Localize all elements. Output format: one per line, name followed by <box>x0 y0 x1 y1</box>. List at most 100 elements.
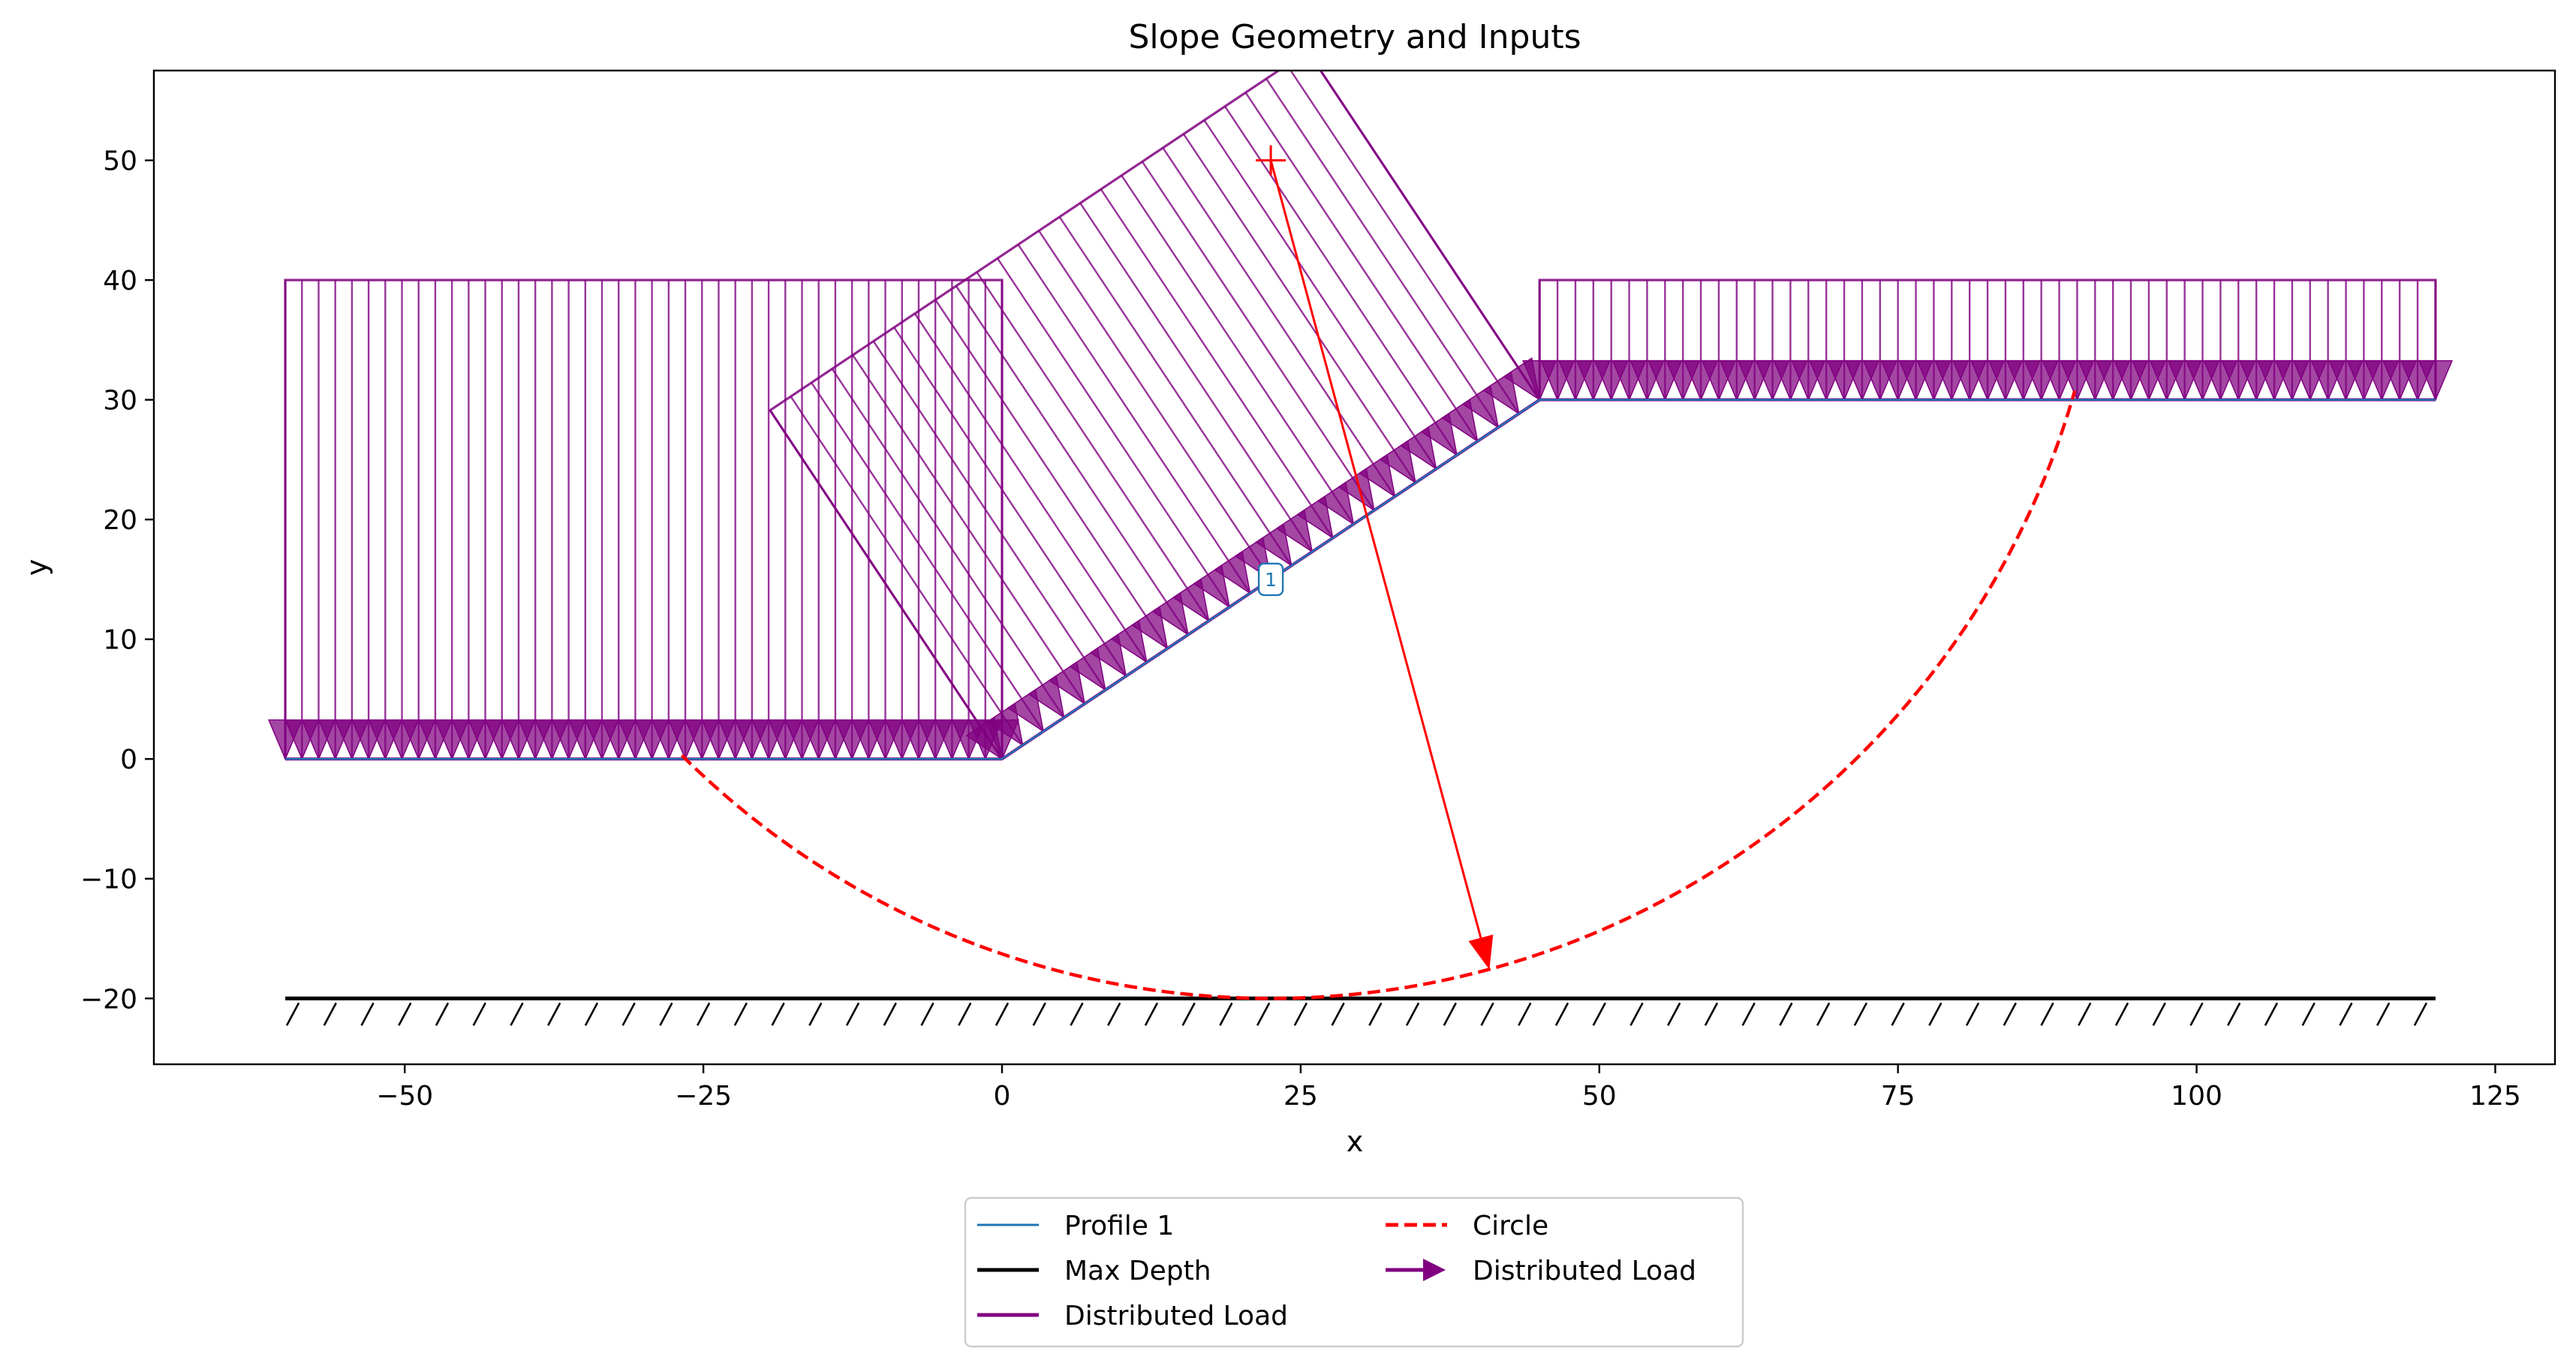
max-depth-hatch <box>1704 1002 1719 1026</box>
load-arrow-head <box>1007 688 1045 733</box>
load-arrow-head <box>1296 495 1334 540</box>
max-depth-hatch <box>2189 1002 2204 1026</box>
load-arrow-shaft <box>1265 78 1500 429</box>
load-arrow-shaft <box>790 396 1024 746</box>
load-arrow-head <box>1399 426 1437 471</box>
load-arrow-shaft <box>1038 230 1272 580</box>
load-arrow-shaft <box>1079 202 1314 552</box>
max-depth-hatch <box>920 1002 934 1026</box>
y-tick-label: 30 <box>103 386 137 417</box>
load-arrow-head <box>1028 675 1065 719</box>
max-depth-hatch <box>547 1002 561 1026</box>
y-tick-label: 10 <box>103 625 137 656</box>
distributed-load-2 <box>768 71 1541 760</box>
x-tick-label: 75 <box>1881 1081 1915 1112</box>
x-tick-label: 25 <box>1283 1081 1318 1112</box>
max-depth-hatch <box>1928 1002 1943 1026</box>
load-arrow-head <box>1130 606 1169 650</box>
max-depth-hatch <box>323 1002 337 1026</box>
circle-radius-arrowhead <box>1468 934 1494 970</box>
load-arrow-head <box>1379 440 1416 484</box>
legend-box <box>964 1196 1744 1348</box>
x-axis-label: x <box>1347 1125 1364 1158</box>
max-depth-hatch <box>472 1002 486 1026</box>
legend-entry-label: Circle <box>1473 1211 1548 1241</box>
chart-title: Slope Geometry and Inputs <box>1128 18 1581 56</box>
profile-label-box <box>1257 562 1284 597</box>
load-arrow-shaft <box>913 313 1148 663</box>
legend-swatch-arrowhead <box>1423 1259 1446 1281</box>
load-arrow-head <box>965 716 1004 760</box>
max-depth-hatch <box>1816 1002 1831 1026</box>
max-depth-hatch <box>2339 1002 2353 1026</box>
x-tick-label: −25 <box>675 1081 732 1112</box>
max-depth-hatch <box>1070 1002 1084 1026</box>
y-axis-label: y <box>20 559 53 576</box>
load-arrow-shaft <box>1100 188 1334 539</box>
max-depth-hatch <box>2114 1002 2129 1026</box>
load-arrow-shaft <box>997 257 1230 608</box>
max-depth-hatch <box>1405 1002 1420 1026</box>
max-depth-hatch <box>2413 1002 2427 1026</box>
load-arrow-head <box>1151 591 1189 636</box>
max-depth-hatch <box>621 1002 636 1026</box>
max-depth <box>285 996 2436 1026</box>
load-arrow-shaft <box>831 368 1065 718</box>
load-arrow-head <box>1089 633 1127 678</box>
axis-ticks: −50 −25 0 25 50 75 100 125 −20 −10 0 10 20 30 40 50 <box>80 146 2521 1112</box>
max-depth-hatch <box>2040 1002 2054 1026</box>
x-tick-label: 125 <box>2469 1081 2521 1112</box>
y-tick-label: 50 <box>103 146 137 177</box>
legend-entry-label: Max Depth <box>1064 1256 1211 1286</box>
circle-radius-arrow <box>1269 160 1482 938</box>
distributed-load-3 <box>1522 278 2453 402</box>
max-depth-hatch <box>2078 1002 2092 1026</box>
legend-entry-label: Distributed Load <box>1064 1301 1288 1331</box>
max-depth-hatch <box>435 1002 450 1026</box>
max-depth-hatch <box>696 1002 711 1026</box>
max-depth-hatch <box>771 1002 785 1026</box>
load-arrow-head <box>1172 578 1210 622</box>
load-arrow-shaft <box>1162 147 1396 498</box>
legend-entry-label: Profile 1 <box>1064 1211 1174 1241</box>
load-arrow-shaft <box>872 340 1106 691</box>
load-arrow-shaft <box>852 354 1086 705</box>
max-depth-hatch <box>1592 1002 1606 1026</box>
max-depth-hatch <box>1667 1002 1681 1026</box>
legend: Profile 1 Max Depth Distributed Load Circle… <box>964 1196 1744 1348</box>
axes-frame <box>152 69 2556 1066</box>
max-depth-hatch <box>845 1002 860 1026</box>
max-depth-hatch <box>1965 1002 1980 1026</box>
max-depth-hatch <box>1368 1002 1383 1026</box>
max-depth-hatch <box>995 1002 1010 1026</box>
x-tick-label: 100 <box>2171 1081 2222 1112</box>
load-arrow-shaft <box>1182 133 1416 483</box>
max-depth-hatch <box>2264 1002 2279 1026</box>
max-depth-hatch <box>733 1002 748 1026</box>
load-arrow-head <box>1338 468 1375 512</box>
max-depth-hatch <box>398 1002 412 1026</box>
max-depth-hatch <box>360 1002 375 1026</box>
max-depth-hatch <box>2301 1002 2316 1026</box>
load-arrow-head <box>1482 371 1520 415</box>
distributed-loads <box>267 71 2453 761</box>
load-arrow-shaft <box>893 326 1127 677</box>
max-depth-hatch <box>1107 1002 1121 1026</box>
profile-label: 1 <box>1265 569 1277 591</box>
load-arrow-head <box>1048 660 1086 706</box>
max-depth-hatch <box>1891 1002 1905 1026</box>
load-arrow-shaft <box>1319 71 1541 401</box>
distributed-load-1 <box>267 278 1020 761</box>
load-arrow-head <box>1358 453 1396 498</box>
max-depth-hatch <box>584 1002 599 1026</box>
load-arrow-shaft <box>1224 106 1458 456</box>
load-arrow-head <box>1214 550 1251 594</box>
max-depth-hatch <box>1853 1002 1867 1026</box>
load-arrow-head <box>1441 399 1479 443</box>
y-tick-label: −10 <box>80 865 137 895</box>
max-depth-hatch <box>1630 1002 1644 1026</box>
max-depth-hatch <box>2376 1002 2391 1026</box>
max-depth-hatch <box>659 1002 673 1026</box>
load-arrow-head <box>986 703 1024 747</box>
